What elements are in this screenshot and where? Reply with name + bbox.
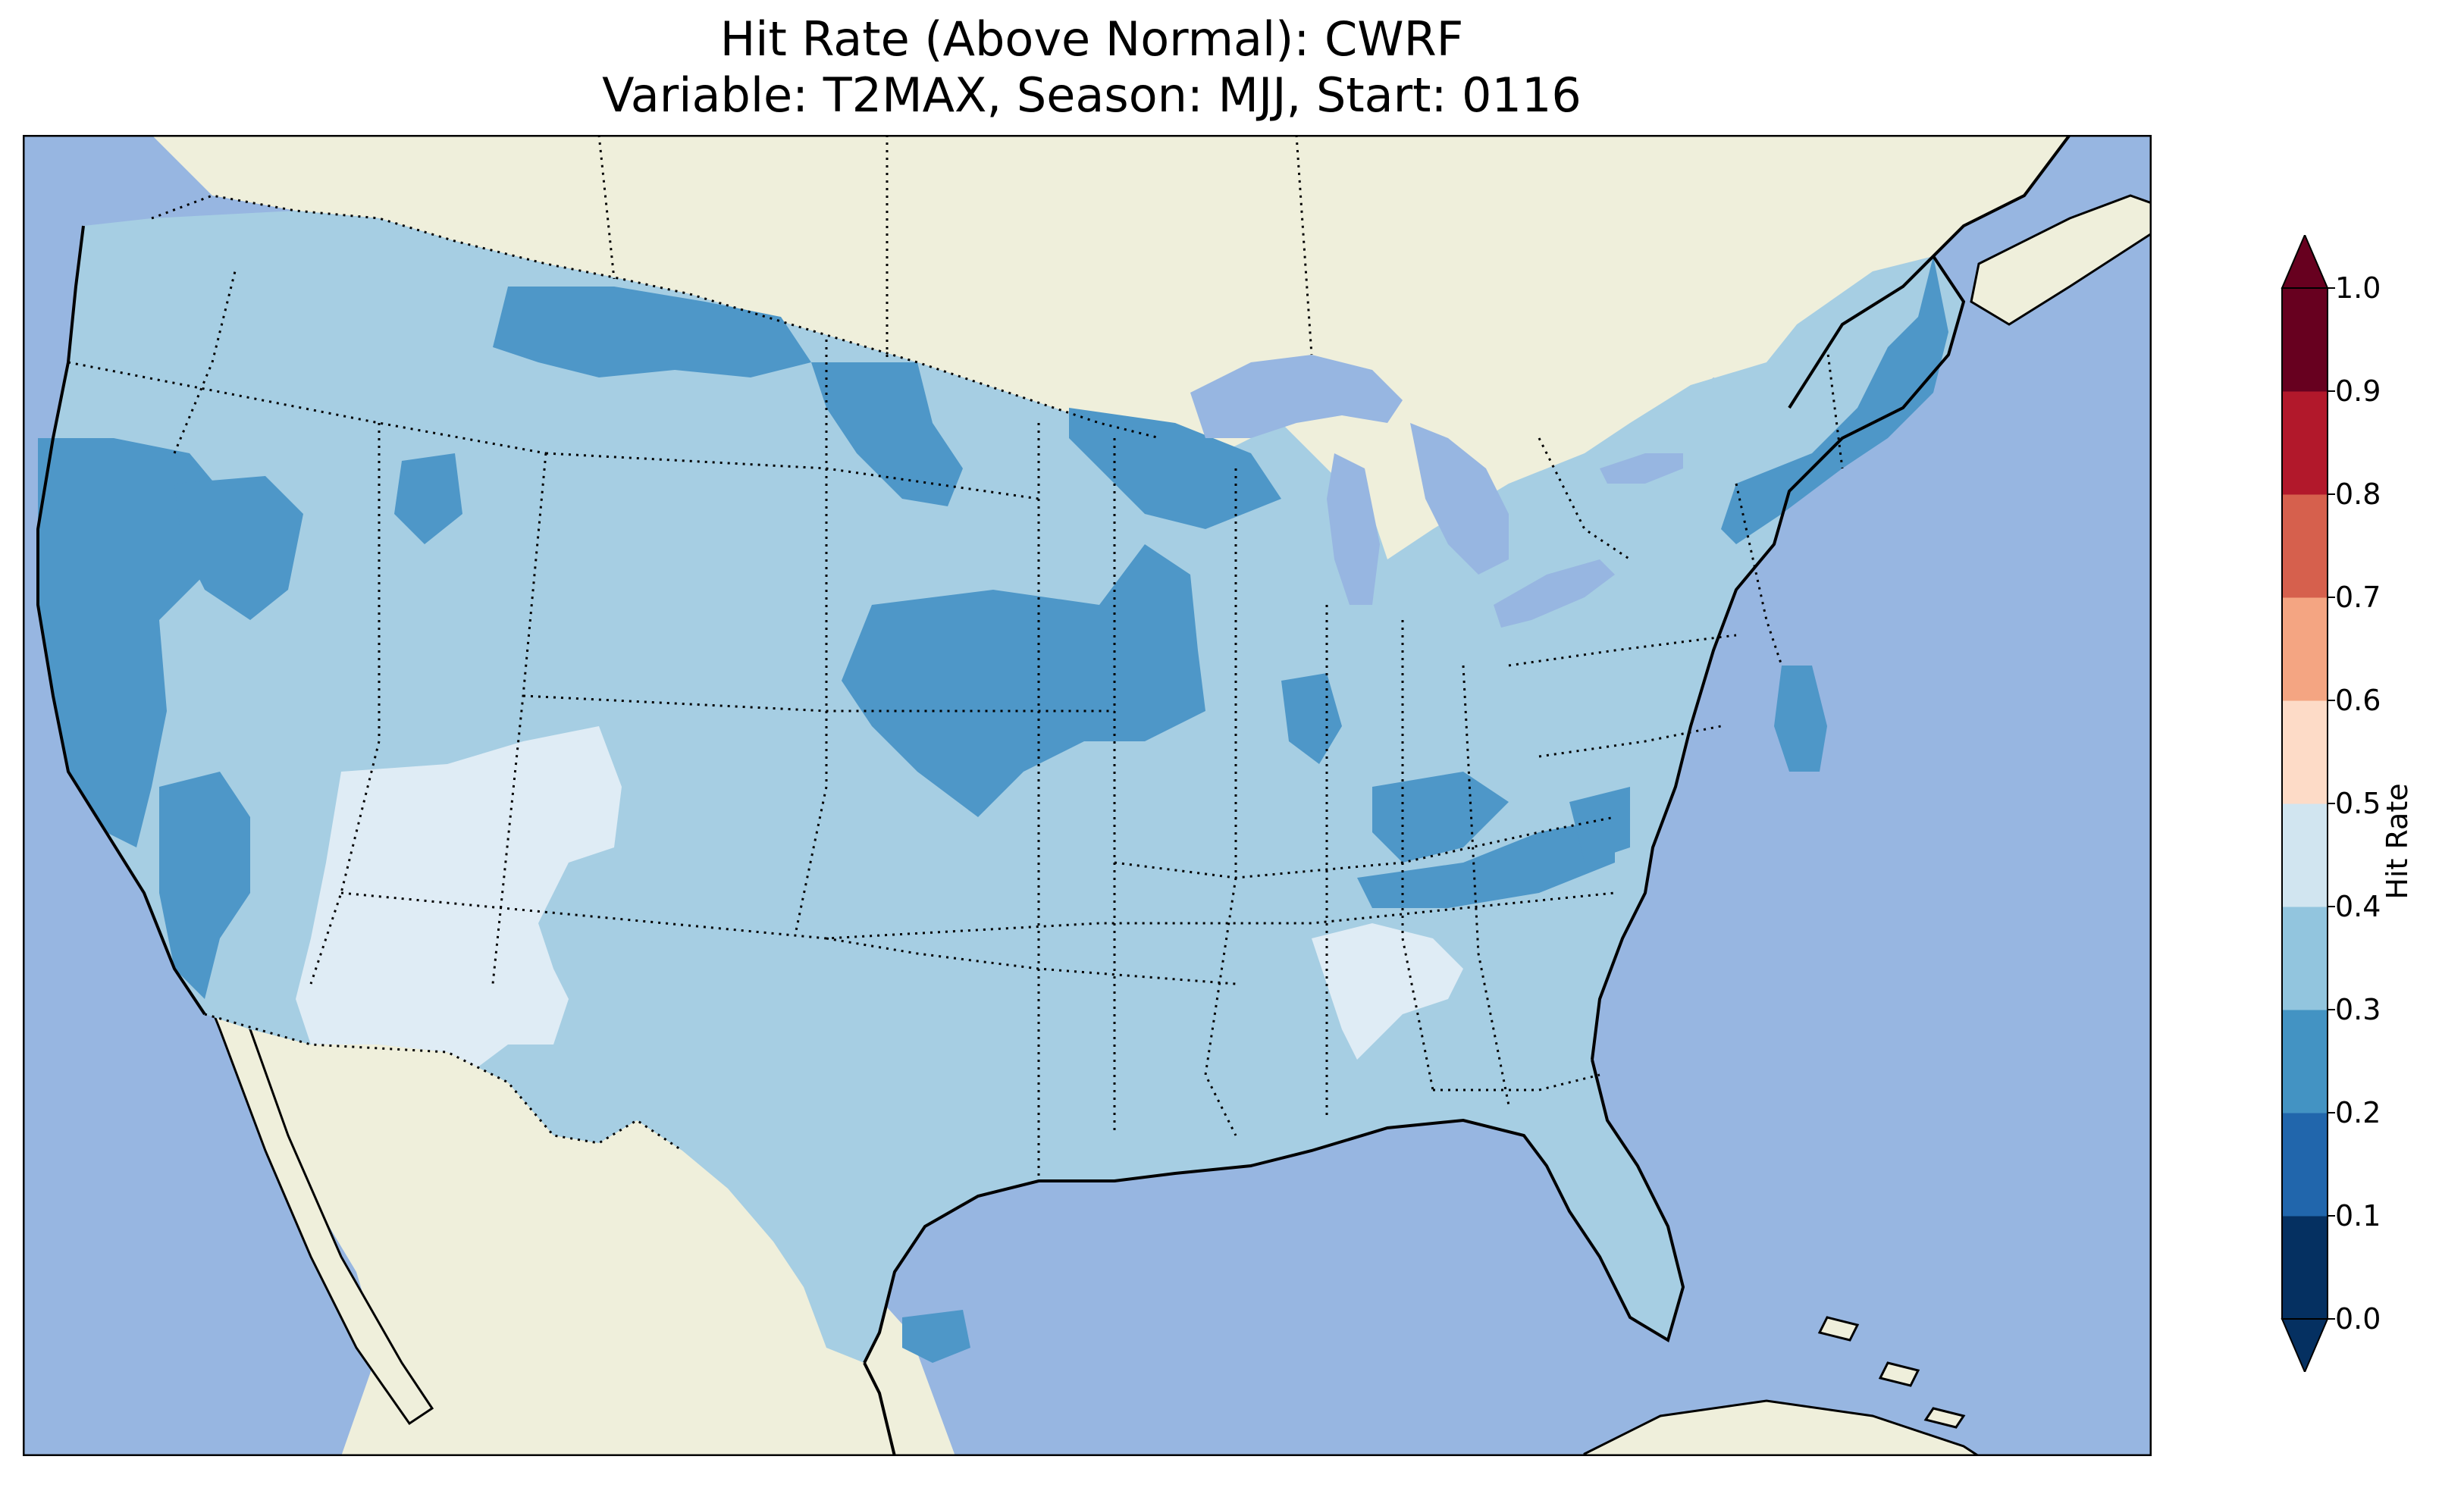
colorbar: 0.0 0.1 0.2 0.3 0.4 0.5 0.6 0.7 0.8 0.9 1.0 Hit Ra… [2259,233,2441,1374]
colorbar-label: Hit Rate [2381,783,2414,900]
coastline-gulf [863,1059,1685,1364]
nova-scotia [1970,194,2152,326]
colorbar-segment [2282,494,2328,598]
border-line [1538,725,1722,758]
colorbar-segment [2282,907,2328,1010]
us-field-0.2-0.3 [902,1310,970,1363]
coastline-canada-east [1788,135,2071,409]
colorbar-tick-label: 0.4 [2335,890,2381,923]
border-line [1114,816,1616,879]
colorbar-svg [2281,233,2335,1374]
us-field-0.2-0.3 [1774,666,1827,772]
us-field-0.4-0.5 [1312,923,1463,1060]
coastline-west [36,225,206,1016]
border-line [1826,346,1844,469]
state-borders [67,135,1844,1181]
us-field-0.2-0.3 [1721,256,1948,544]
us-field-0.2-0.3 [1069,408,1281,529]
us-field-0.2-0.3 [1357,817,1615,908]
border-line [795,340,828,932]
coastlines [36,135,2071,1456]
us-field-0.2-0.3 [493,287,811,377]
colorbar-tick-label: 0.5 [2335,787,2381,820]
us-field-0.2-0.3 [1569,787,1630,863]
canada-land [152,135,2070,650]
lake-erie [1494,559,1615,628]
us-field-0.2-0.3 [1372,772,1509,863]
mexico-land [205,931,955,1456]
colorbar-segment [2282,288,2328,392]
colorbar-segment [2282,1216,2328,1320]
map-subtitle: Variable: T2MAX, Season: MJJ, Start: 011… [602,67,1582,123]
lake-huron [1410,423,1509,575]
colorbar-segment [2282,391,2328,495]
colorbar-segment [2282,597,2328,701]
border-line [309,423,381,985]
map-title: Hit Rate (Above Normal): CWRF [719,11,1464,67]
map-panel [23,135,2152,1456]
border-line [1401,620,1434,1091]
great-lakes [1190,355,1683,628]
lake-ontario [1600,453,1683,484]
map-border [23,135,2152,1456]
colorbar-tick-label: 0.1 [2335,1199,2381,1232]
baja-land [188,928,434,1426]
colorbar-segment [2282,803,2328,907]
us-field-0.4-0.5 [296,726,622,1067]
colorbar-extend-low [2281,1318,2329,1374]
colorbar-tick-label: 0.9 [2335,374,2381,408]
colorbar-tick-label: 1.0 [2335,271,2381,305]
border-line [597,135,616,280]
us-field-0.2-0.3 [811,362,963,506]
border-line [1538,437,1631,561]
colorbar-tick-label: 0.3 [2335,993,2381,1026]
border-line [1735,483,1783,666]
coastline-mexico-gulf [863,1362,896,1456]
border-line [1433,1073,1600,1092]
colorbar-segment [2282,1113,2328,1217]
colorbar-tick-label: 0.7 [2335,581,2381,614]
colorbar-tick-label: 0.8 [2335,478,2381,511]
cuba-land [1583,1399,1981,1456]
us-field-0.2-0.3 [159,772,250,999]
border-line [173,271,237,454]
border-line [1508,634,1737,667]
us-field-0.2-0.3 [174,476,303,620]
us-field-0.2-0.3 [394,453,462,544]
border-line [1204,468,1237,1136]
coastline-east [1591,255,1966,1060]
border-line [204,1013,683,1152]
border-line [1462,665,1510,1106]
bahamas-islands [1817,1316,1966,1429]
colorbar-tick-label: 0.6 [2335,684,2381,717]
colorbar-segment [2282,1010,2328,1113]
border-line [1295,135,1313,355]
border-line [826,937,1237,985]
colorbar-extend-high [2281,233,2329,289]
lake-superior [1190,355,1403,438]
map-svg [23,135,2152,1456]
lake-michigan [1327,453,1380,605]
colorbar-tick-label: 0.0 [2335,1302,2381,1336]
us-field-0.2-0.3 [38,438,227,847]
colorbar-segment [2282,700,2328,804]
us-hit-rate-field [38,211,1964,1363]
colorbar-tick-label: 0.2 [2335,1096,2381,1129]
